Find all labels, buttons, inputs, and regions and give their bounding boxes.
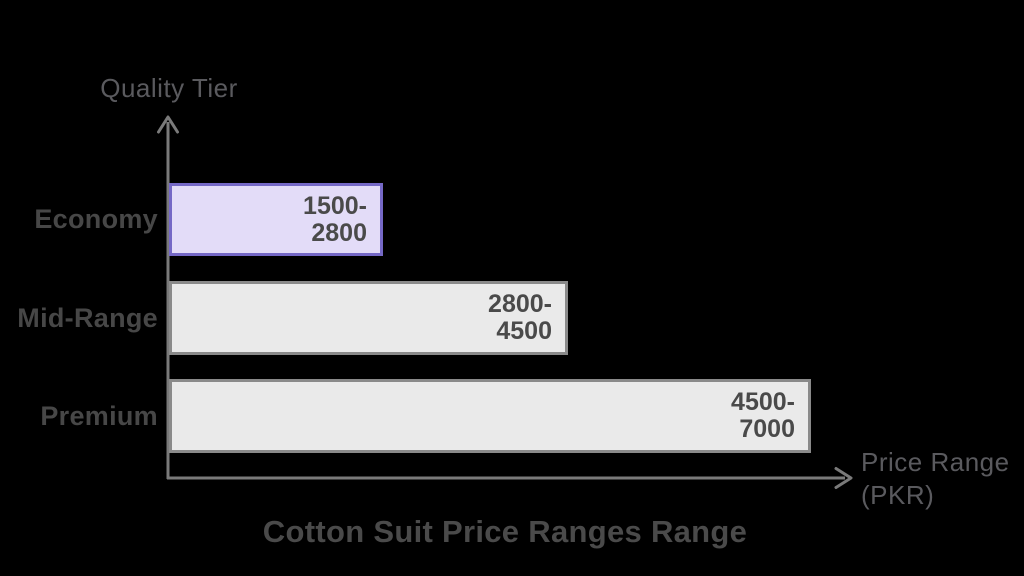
y-axis-arrow-icon	[157, 115, 179, 134]
category-label-mid-range: Mid-Range	[17, 302, 158, 333]
x-axis-arrow-icon	[834, 467, 853, 489]
chart-title: Cotton Suit Price Ranges Range	[262, 514, 748, 549]
bar-economy: 1500- 2800	[169, 183, 383, 256]
y-axis-title: Quality Tier	[100, 73, 238, 103]
bar-value-label-economy: 1500- 2800	[303, 191, 367, 247]
category-label-economy: Economy	[34, 204, 158, 234]
bar-premium: 4500- 7000	[169, 379, 811, 453]
bar-value-label-premium: 4500- 7000	[731, 388, 795, 443]
bar-mid-range: 2800- 4500	[169, 281, 568, 355]
x-axis-title: Price Range (PKR)	[861, 447, 1010, 510]
bar-value-label-mid-range: 2800- 4500	[488, 290, 552, 345]
category-label-premium: Premium	[40, 400, 158, 431]
